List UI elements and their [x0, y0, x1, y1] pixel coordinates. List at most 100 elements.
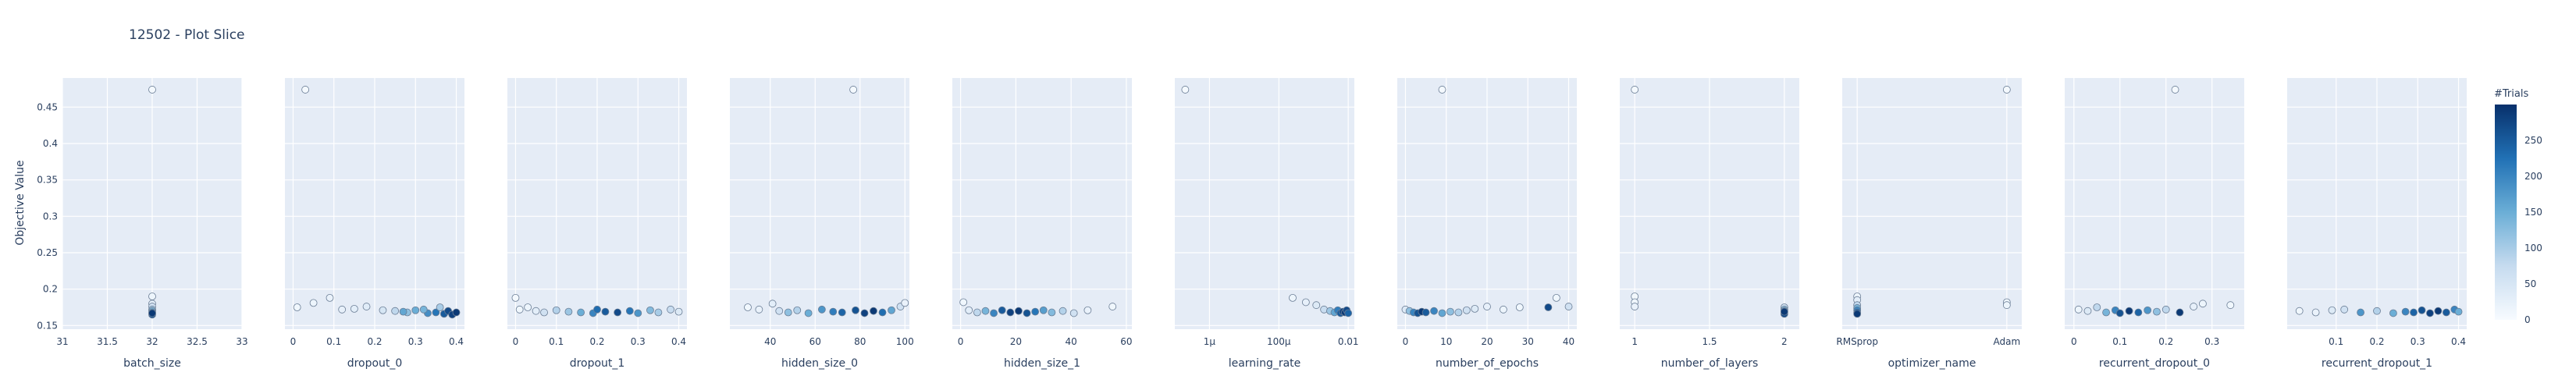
data-point	[888, 306, 895, 314]
x-tick-label: 32.5	[187, 336, 208, 347]
data-point	[2328, 306, 2336, 314]
data-point	[391, 307, 400, 315]
y-axis-title: Objective Value	[14, 160, 27, 245]
data-point	[755, 305, 763, 314]
y-tick-label: 0.2	[43, 284, 58, 295]
data-point	[2093, 303, 2101, 311]
data-point	[959, 298, 968, 307]
data-point	[1083, 306, 1092, 314]
x-axis-label: number_of_layers	[1661, 357, 1759, 370]
colorbar-gradient	[2495, 105, 2517, 320]
x-tick-label: 1	[1631, 336, 1638, 347]
data-point	[1853, 310, 1862, 318]
x-tick-label: 0.3	[408, 336, 423, 347]
x-tick-label: 0.4	[2451, 336, 2466, 347]
x-tick-label: 0.1	[2329, 336, 2343, 347]
data-point	[2357, 308, 2364, 317]
data-point	[793, 306, 802, 314]
data-point	[1059, 307, 1067, 315]
data-point	[577, 308, 585, 317]
data-point	[350, 304, 358, 313]
data-point	[1515, 303, 1524, 311]
data-point	[293, 303, 301, 311]
panel-dropout-1: 0 0.1 0.2 0.3 0.4 dropout_1	[507, 78, 687, 370]
colorbar-tick-label: 150	[2524, 207, 2542, 218]
data-point	[1289, 293, 1297, 302]
data-point	[998, 306, 1006, 314]
data-point	[1438, 309, 1446, 317]
data-point	[2418, 306, 2426, 314]
x-axis-label: recurrent_dropout_0	[2099, 357, 2210, 370]
data-point	[2176, 308, 2184, 317]
data-point	[744, 303, 752, 311]
x-tick-label: 31.5	[97, 336, 118, 347]
x-tick-label: 1μ	[1204, 336, 1216, 347]
data-point	[2074, 305, 2083, 314]
panel-optimizer-name: RMSprop Adam optimizer_name	[1836, 78, 2022, 370]
panel-recurrent-dropout-0: 0 0.1 0.2 0.3 recurrent_dropout_0	[2065, 78, 2244, 370]
data-point	[1446, 307, 1454, 316]
x-axis-label: hidden_size_0	[781, 357, 858, 370]
data-point	[552, 306, 560, 314]
data-point	[990, 309, 998, 317]
colorbar-title: #Trials	[2494, 88, 2528, 100]
x-tick-label: 0.2	[2369, 336, 2384, 347]
data-point	[1544, 303, 1553, 311]
x-tick-label: 1.5	[1702, 336, 1717, 347]
data-point	[2125, 307, 2133, 315]
x-tick-label: 31	[56, 336, 68, 347]
data-point	[1344, 309, 1353, 317]
x-tick-label: 40	[1066, 336, 1077, 347]
data-point	[2002, 86, 2011, 94]
data-point	[667, 305, 674, 314]
data-point	[817, 305, 826, 314]
data-point	[838, 308, 846, 317]
data-point	[1039, 306, 1048, 314]
colorbar-tick-label: 0	[2524, 314, 2531, 325]
data-point	[2153, 307, 2161, 316]
panel-background	[1842, 78, 2022, 329]
data-point	[878, 308, 887, 317]
data-point	[452, 308, 461, 317]
y-tick-label: 0.15	[37, 320, 58, 331]
data-point	[2226, 301, 2235, 310]
data-point	[2134, 308, 2143, 317]
data-point	[614, 308, 622, 317]
panel-number-of-epochs: 0 10 20 30 40 number_of_epochs	[1397, 78, 1577, 370]
panel-dropout-0: 0 0.1 0.2 0.3 0.4 dropout_0	[285, 78, 464, 370]
x-tick-label: Adam	[1993, 336, 2020, 347]
x-tick-label: 0	[290, 336, 297, 347]
data-point	[2295, 307, 2304, 315]
data-point	[852, 306, 859, 314]
data-point	[1564, 303, 1573, 310]
data-point	[829, 307, 838, 316]
data-point	[2442, 308, 2450, 317]
data-point	[432, 308, 440, 317]
data-point	[1069, 309, 1078, 317]
data-point	[2373, 307, 2381, 315]
data-point	[2083, 307, 2092, 315]
data-point	[1471, 304, 1479, 313]
data-point	[2199, 300, 2207, 308]
x-tick-label: 0.01	[1338, 336, 1359, 347]
data-point	[1462, 306, 1471, 314]
data-point	[860, 309, 869, 317]
x-tick-label: 0.1	[549, 336, 564, 347]
data-point	[419, 305, 428, 314]
x-tick-label: 33	[236, 336, 247, 347]
x-axis-label: dropout_1	[570, 357, 625, 370]
panel-number-of-layers: 1 1.5 2 number_of_layers	[1620, 78, 1799, 370]
data-point	[1483, 303, 1491, 310]
x-axis-label: learning_rate	[1229, 357, 1301, 370]
data-point	[2161, 305, 2170, 314]
x-axis-label: hidden_size_1	[1004, 357, 1080, 370]
data-point	[379, 306, 387, 314]
panel-batch-size: 31 31.5 32 32.5 33 0.15 0.2 0.25 0.3 0.35 0.4 0.45 b…	[37, 78, 248, 370]
data-point	[1552, 293, 1560, 302]
x-axis-label: optimizer_name	[1888, 357, 1976, 370]
x-axis-label: number_of_epochs	[1436, 357, 1539, 370]
data-point	[2190, 303, 2198, 310]
data-point	[768, 300, 777, 308]
data-point	[1312, 301, 1321, 310]
